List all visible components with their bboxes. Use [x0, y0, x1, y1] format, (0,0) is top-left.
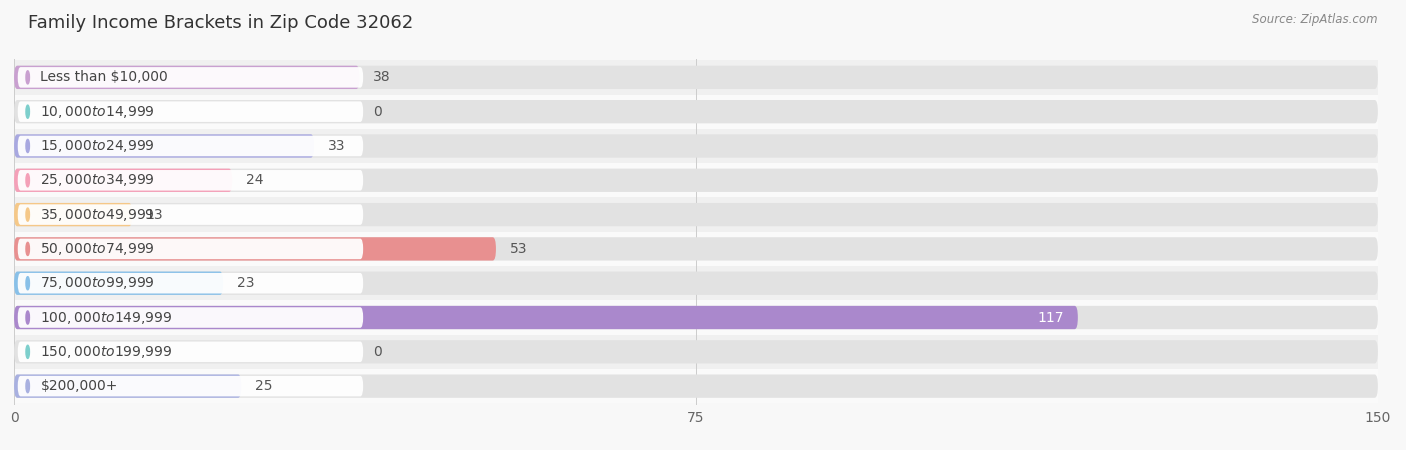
FancyBboxPatch shape — [14, 306, 1078, 329]
Text: Source: ZipAtlas.com: Source: ZipAtlas.com — [1253, 14, 1378, 27]
FancyBboxPatch shape — [14, 66, 360, 89]
Text: 23: 23 — [236, 276, 254, 290]
FancyBboxPatch shape — [14, 129, 1378, 163]
FancyBboxPatch shape — [14, 100, 1378, 123]
FancyBboxPatch shape — [14, 232, 1378, 266]
FancyBboxPatch shape — [14, 369, 1378, 403]
FancyBboxPatch shape — [14, 306, 1378, 329]
FancyBboxPatch shape — [14, 94, 1378, 129]
FancyBboxPatch shape — [14, 266, 1378, 300]
Text: 38: 38 — [373, 70, 391, 84]
Text: $75,000 to $99,999: $75,000 to $99,999 — [41, 275, 155, 291]
FancyBboxPatch shape — [18, 67, 363, 88]
FancyBboxPatch shape — [18, 101, 363, 122]
FancyBboxPatch shape — [14, 134, 314, 158]
Text: 25: 25 — [254, 379, 273, 393]
Circle shape — [25, 379, 30, 393]
Text: 33: 33 — [328, 139, 346, 153]
FancyBboxPatch shape — [14, 203, 1378, 226]
FancyBboxPatch shape — [18, 307, 363, 328]
FancyBboxPatch shape — [14, 271, 224, 295]
Text: $150,000 to $199,999: $150,000 to $199,999 — [41, 344, 173, 360]
FancyBboxPatch shape — [14, 169, 1378, 192]
Circle shape — [25, 140, 30, 153]
Text: 53: 53 — [509, 242, 527, 256]
FancyBboxPatch shape — [14, 203, 132, 226]
Circle shape — [25, 243, 30, 256]
Text: 24: 24 — [246, 173, 263, 187]
FancyBboxPatch shape — [14, 169, 232, 192]
FancyBboxPatch shape — [14, 374, 1378, 398]
FancyBboxPatch shape — [14, 163, 1378, 198]
Text: 117: 117 — [1038, 310, 1064, 324]
FancyBboxPatch shape — [18, 136, 363, 156]
Circle shape — [25, 311, 30, 324]
FancyBboxPatch shape — [18, 204, 363, 225]
FancyBboxPatch shape — [14, 198, 1378, 232]
Circle shape — [25, 208, 30, 221]
Text: 0: 0 — [373, 105, 382, 119]
Circle shape — [25, 71, 30, 84]
FancyBboxPatch shape — [18, 238, 363, 259]
Text: $50,000 to $74,999: $50,000 to $74,999 — [41, 241, 155, 257]
Text: 0: 0 — [373, 345, 382, 359]
Circle shape — [25, 105, 30, 118]
FancyBboxPatch shape — [14, 237, 1378, 261]
FancyBboxPatch shape — [18, 273, 363, 293]
Text: $100,000 to $149,999: $100,000 to $149,999 — [41, 310, 173, 325]
FancyBboxPatch shape — [18, 342, 363, 362]
Text: $200,000+: $200,000+ — [41, 379, 118, 393]
FancyBboxPatch shape — [14, 335, 1378, 369]
Text: $35,000 to $49,999: $35,000 to $49,999 — [41, 207, 155, 223]
Circle shape — [25, 277, 30, 290]
FancyBboxPatch shape — [14, 340, 1378, 364]
Circle shape — [25, 345, 30, 358]
FancyBboxPatch shape — [14, 271, 1378, 295]
FancyBboxPatch shape — [14, 60, 1378, 94]
FancyBboxPatch shape — [14, 300, 1378, 335]
Text: $15,000 to $24,999: $15,000 to $24,999 — [41, 138, 155, 154]
Text: $25,000 to $34,999: $25,000 to $34,999 — [41, 172, 155, 188]
Circle shape — [25, 174, 30, 187]
FancyBboxPatch shape — [14, 374, 242, 398]
FancyBboxPatch shape — [14, 66, 1378, 89]
FancyBboxPatch shape — [18, 376, 363, 396]
FancyBboxPatch shape — [14, 237, 496, 261]
FancyBboxPatch shape — [14, 134, 1378, 158]
Text: Family Income Brackets in Zip Code 32062: Family Income Brackets in Zip Code 32062 — [28, 14, 413, 32]
Text: Less than $10,000: Less than $10,000 — [41, 70, 169, 84]
Text: 13: 13 — [146, 207, 163, 221]
Text: $10,000 to $14,999: $10,000 to $14,999 — [41, 104, 155, 120]
FancyBboxPatch shape — [18, 170, 363, 190]
